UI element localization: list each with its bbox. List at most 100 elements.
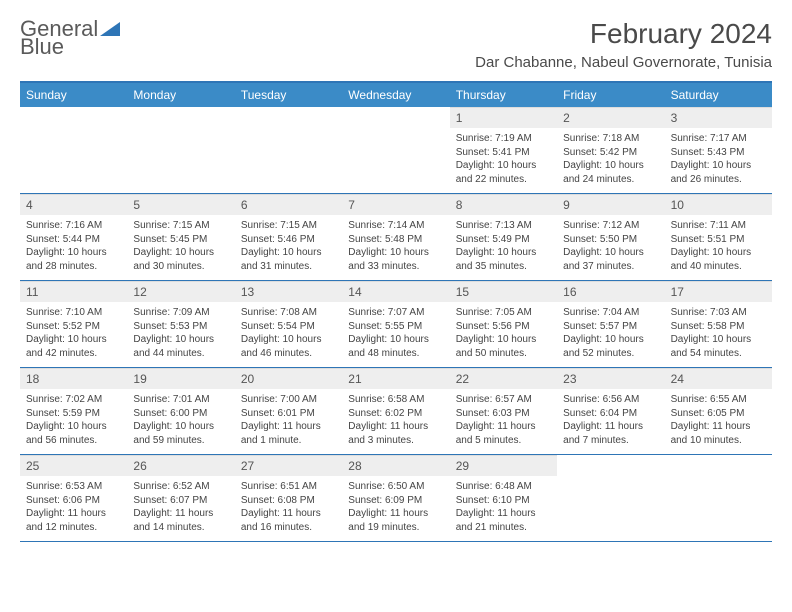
day-details: Sunrise: 6:55 AMSunset: 6:05 PMDaylight:… (665, 389, 772, 453)
location-subtitle: Dar Chabanne, Nabeul Governorate, Tunisi… (475, 54, 772, 71)
sunrise-line: Sunrise: 7:19 AM (456, 132, 551, 146)
day-details: Sunrise: 7:12 AMSunset: 5:50 PMDaylight:… (557, 215, 664, 279)
sunset-line: Sunset: 5:58 PM (671, 320, 766, 334)
daylight-line: Daylight: 10 hours and 35 minutes. (456, 246, 551, 273)
sunset-line: Sunset: 5:49 PM (456, 233, 551, 247)
day-number: 12 (127, 281, 234, 302)
day-details: Sunrise: 6:56 AMSunset: 6:04 PMDaylight:… (557, 389, 664, 453)
day-details: Sunrise: 7:11 AMSunset: 5:51 PMDaylight:… (665, 215, 772, 279)
day-number: 13 (235, 281, 342, 302)
calendar-cell: 27Sunrise: 6:51 AMSunset: 6:08 PMDayligh… (235, 455, 342, 541)
day-details: Sunrise: 6:48 AMSunset: 6:10 PMDaylight:… (450, 476, 557, 540)
week-row: 4Sunrise: 7:16 AMSunset: 5:44 PMDaylight… (20, 194, 772, 281)
sunset-line: Sunset: 5:44 PM (26, 233, 121, 247)
weekday-header-thursday: Thursday (450, 83, 557, 107)
calendar-body: 1 Sunrise: 7:19 AMSunset: 5:41 PM Daylight… (20, 107, 772, 542)
weekday-header-monday: Monday (127, 83, 234, 107)
calendar-cell: 23Sunrise: 6:56 AMSunset: 6:04 PMDayligh… (557, 368, 664, 454)
day-number: 6 (235, 194, 342, 215)
day-number: 8 (450, 194, 557, 215)
daylight-line: Daylight: 10 hours and 37 minutes. (563, 246, 658, 273)
day-number: 16 (557, 281, 664, 302)
day-details: Sunrise: 7:08 AMSunset: 5:54 PMDaylight:… (235, 302, 342, 366)
sunrise-line: Sunrise: 7:03 AM (671, 306, 766, 320)
week-row: 25Sunrise: 6:53 AMSunset: 6:06 PMDayligh… (20, 455, 772, 542)
day-details: Sunrise: 6:57 AMSunset: 6:03 PMDaylight:… (450, 389, 557, 453)
calendar-cell: 9Sunrise: 7:12 AMSunset: 5:50 PMDaylight… (557, 194, 664, 280)
sunset-line: Sunset: 6:01 PM (241, 407, 336, 421)
day-number (235, 107, 342, 127)
calendar-cell: 14Sunrise: 7:07 AMSunset: 5:55 PMDayligh… (342, 281, 449, 367)
day-number: 25 (20, 455, 127, 476)
day-number: 1 (450, 107, 557, 128)
sunrise-line: Sunrise: 7:14 AM (348, 219, 443, 233)
calendar-cell: 8 Sunrise: 7:13 AMSunset: 5:49 PMDaylight… (450, 194, 557, 280)
calendar-cell-empty (20, 107, 127, 193)
calendar-cell: 17Sunrise: 7:03 AMSunset: 5:58 PMDayligh… (665, 281, 772, 367)
sunset-line: Sunset: 6:09 PM (348, 494, 443, 508)
day-details: Sunrise: 7:16 AMSunset: 5:44 PMDaylight:… (20, 215, 127, 279)
month-title: February 2024 (475, 18, 772, 50)
day-details: Sunrise: 7:05 AMSunset: 5:56 PMDaylight:… (450, 302, 557, 366)
day-number: 22 (450, 368, 557, 389)
daylight-line: Daylight: 11 hours and 14 minutes. (133, 507, 228, 534)
sunrise-line: Sunrise: 7:10 AM (26, 306, 121, 320)
daylight-line: Daylight: 10 hours and 59 minutes. (133, 420, 228, 447)
calendar-cell: 18Sunrise: 7:02 AMSunset: 5:59 PMDayligh… (20, 368, 127, 454)
calendar-cell: 19Sunrise: 7:01 AMSunset: 6:00 PMDayligh… (127, 368, 234, 454)
day-details: Sunrise: 6:52 AMSunset: 6:07 PMDaylight:… (127, 476, 234, 540)
calendar-cell: 12Sunrise: 7:09 AMSunset: 5:53 PMDayligh… (127, 281, 234, 367)
weekday-header-wednesday: Wednesday (342, 83, 449, 107)
sunrise-line: Sunrise: 6:51 AM (241, 480, 336, 494)
day-details: Sunrise: 7:01 AMSunset: 6:00 PMDaylight:… (127, 389, 234, 453)
sunrise-line: Sunrise: 7:09 AM (133, 306, 228, 320)
day-details: Sunrise: 6:58 AMSunset: 6:02 PMDaylight:… (342, 389, 449, 453)
day-details: Sunrise: 7:10 AMSunset: 5:52 PMDaylight:… (20, 302, 127, 366)
day-number: 14 (342, 281, 449, 302)
sunset-line: Sunset: 6:07 PM (133, 494, 228, 508)
week-row: 18Sunrise: 7:02 AMSunset: 5:59 PMDayligh… (20, 368, 772, 455)
calendar-cell-empty (557, 455, 664, 541)
week-row: 1 Sunrise: 7:19 AMSunset: 5:41 PM Daylight… (20, 107, 772, 194)
sunset-line: Sunset: 5:59 PM (26, 407, 121, 421)
sunrise-line: Sunrise: 6:55 AM (671, 393, 766, 407)
calendar-cell: 7Sunrise: 7:14 AMSunset: 5:48 PMDaylight… (342, 194, 449, 280)
calendar-cell: 24Sunrise: 6:55 AMSunset: 6:05 PMDayligh… (665, 368, 772, 454)
daylight-line: Daylight: 10 hours and 24 minutes. (563, 159, 658, 186)
day-details: Sunrise: 7:03 AMSunset: 5:58 PMDaylight:… (665, 302, 772, 366)
calendar-cell: 15Sunrise: 7:05 AMSunset: 5:56 PMDayligh… (450, 281, 557, 367)
sunrise-line: Sunrise: 7:18 AM (563, 132, 658, 146)
sunrise-line: Sunrise: 7:12 AM (563, 219, 658, 233)
sunset-line: Sunset: 5:54 PM (241, 320, 336, 334)
sunset-line: Sunset: 6:05 PM (671, 407, 766, 421)
calendar-cell-empty (665, 455, 772, 541)
sunset-line: Sunset: 5:52 PM (26, 320, 121, 334)
sunset-line: Sunset: 6:04 PM (563, 407, 658, 421)
sunset-line: Sunset: 5:41 PM (456, 146, 551, 160)
sunset-line: Sunset: 5:56 PM (456, 320, 551, 334)
daylight-line: Daylight: 10 hours and 54 minutes. (671, 333, 766, 360)
daylight-line: Daylight: 11 hours and 19 minutes. (348, 507, 443, 534)
sunrise-line: Sunrise: 6:48 AM (456, 480, 551, 494)
sunrise-line: Sunrise: 7:13 AM (456, 219, 551, 233)
calendar-cell: 10Sunrise: 7:11 AMSunset: 5:51 PMDayligh… (665, 194, 772, 280)
day-details: Sunrise: 7:14 AMSunset: 5:48 PMDaylight:… (342, 215, 449, 279)
sunrise-line: Sunrise: 7:16 AM (26, 219, 121, 233)
sunrise-line: Sunrise: 6:56 AM (563, 393, 658, 407)
daylight-line: Daylight: 10 hours and 44 minutes. (133, 333, 228, 360)
sunset-line: Sunset: 6:06 PM (26, 494, 121, 508)
daylight-line: Daylight: 11 hours and 1 minute. (241, 420, 336, 447)
sunrise-line: Sunrise: 7:05 AM (456, 306, 551, 320)
calendar-cell: 29Sunrise: 6:48 AMSunset: 6:10 PMDayligh… (450, 455, 557, 541)
calendar-cell: 3Sunrise: 7:17 AMSunset: 5:43 PMDaylight… (665, 107, 772, 193)
daylight-line: Daylight: 10 hours and 31 minutes. (241, 246, 336, 273)
day-number: 17 (665, 281, 772, 302)
daylight-line: Daylight: 11 hours and 12 minutes. (26, 507, 121, 534)
day-number: 5 (127, 194, 234, 215)
day-number: 10 (665, 194, 772, 215)
sunrise-line: Sunrise: 7:07 AM (348, 306, 443, 320)
day-details: Sunrise: 7:17 AMSunset: 5:43 PMDaylight:… (665, 128, 772, 192)
sunset-line: Sunset: 5:42 PM (563, 146, 658, 160)
sunset-line: Sunset: 6:02 PM (348, 407, 443, 421)
weekday-header-sunday: Sunday (20, 83, 127, 107)
